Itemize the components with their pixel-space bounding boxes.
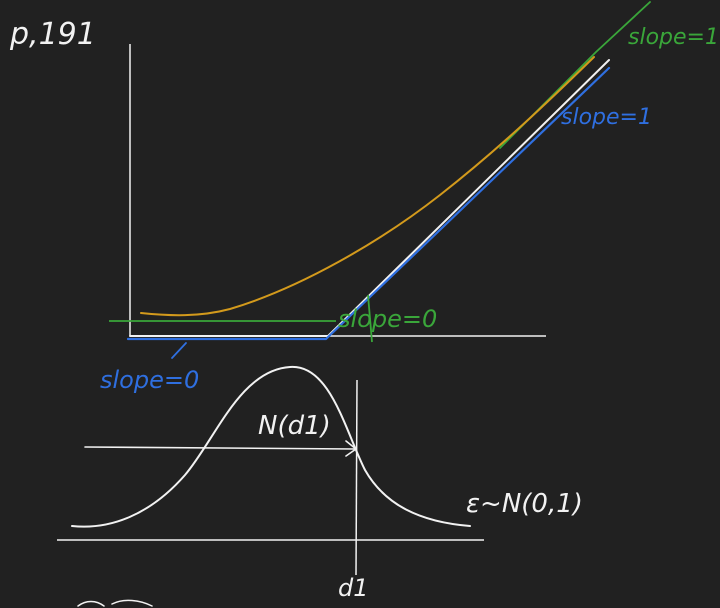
upper-axes <box>129 44 546 337</box>
cut-off-scribble <box>77 599 153 607</box>
slope-label-green-top: slope=1 <box>628 25 719 50</box>
slope-label-green-bottom: slope=0 <box>338 305 437 333</box>
payoff-blue-line <box>126 66 611 341</box>
n-d1-arrow <box>84 440 357 457</box>
normal-cdf-label: N(d1) <box>258 411 331 441</box>
slope-label-blue-top: slope=1 <box>561 105 652 130</box>
value-curve-orange <box>140 56 595 317</box>
payoff-white-line <box>129 59 610 337</box>
slope-label-blue-bottom: slope=0 <box>100 366 199 394</box>
green-tick-mark <box>367 294 373 343</box>
distribution-label: ε~N(0,1) <box>466 489 583 519</box>
d1-axis-label: d1 <box>338 574 369 602</box>
d1-vertical-line <box>355 379 358 576</box>
blue-pointer <box>171 342 187 359</box>
corner-note: p,191 <box>9 17 96 52</box>
normal-curve <box>71 365 471 528</box>
